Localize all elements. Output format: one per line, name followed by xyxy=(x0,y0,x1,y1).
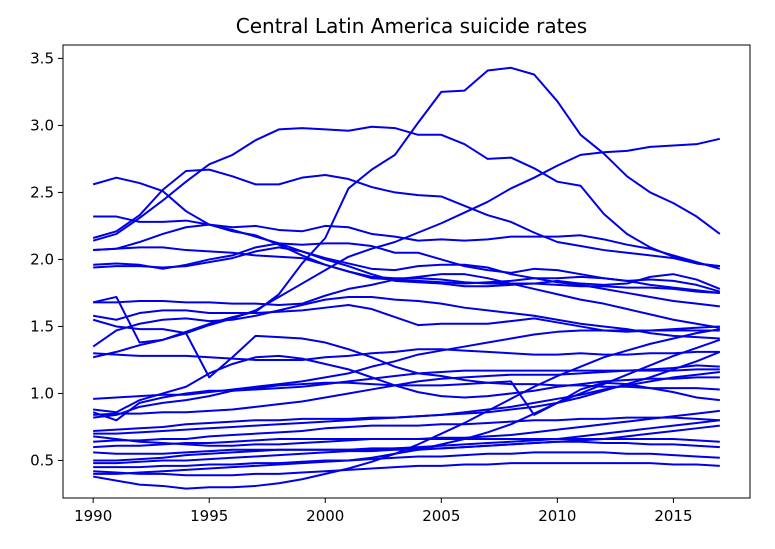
y-tick-label-1.5: 1.5 xyxy=(30,317,54,335)
plot-frame xyxy=(62,44,751,499)
series-line-16 xyxy=(93,329,720,400)
y-tick-label-3.5: 3.5 xyxy=(30,49,54,67)
series-line-29 xyxy=(93,451,720,469)
series-line-22 xyxy=(93,371,720,435)
y-tick-label-3.0: 3.0 xyxy=(30,116,54,134)
series-line-4 xyxy=(93,215,721,270)
series-line-17 xyxy=(93,354,720,414)
x-tick-label-1990: 1990 xyxy=(74,507,112,525)
y-tick-label-2.5: 2.5 xyxy=(30,183,54,201)
series-layer xyxy=(92,66,721,490)
x-tick-label-2005: 2005 xyxy=(422,507,460,525)
series-line-19 xyxy=(93,364,720,416)
series-line-3 xyxy=(92,125,720,268)
chart-title: Central Latin America suicide rates xyxy=(236,14,587,38)
series-line-12 xyxy=(92,137,721,335)
x-tick-label-2010: 2010 xyxy=(538,507,576,525)
axes-layer: 1990 1995 2000 2005 2010 2015 0.5 1.0 1.5 2.0 2.5 3… xyxy=(30,44,751,525)
series-line-10 xyxy=(93,273,721,329)
series-line-1 xyxy=(92,176,720,294)
y-tick-label-1.0: 1.0 xyxy=(30,384,54,402)
series-line-32 xyxy=(93,462,720,477)
x-tick-label-1995: 1995 xyxy=(190,507,228,525)
series-line-27 xyxy=(93,419,720,462)
y-tick-label-2.0: 2.0 xyxy=(30,250,54,268)
series-line-8 xyxy=(93,246,720,308)
x-tick-label-2000: 2000 xyxy=(306,507,344,525)
series-line-24 xyxy=(93,416,720,443)
series-line-2 xyxy=(92,168,720,268)
series-line-13 xyxy=(92,295,720,348)
series-line-6 xyxy=(93,246,721,293)
y-tick-label-0.5: 0.5 xyxy=(30,451,54,469)
series-line-21 xyxy=(93,350,721,432)
series-line-7 xyxy=(93,242,720,294)
x-tick-label-2015: 2015 xyxy=(654,507,692,525)
series-line-30 xyxy=(93,338,721,475)
series-line-20 xyxy=(93,380,720,419)
series-line-25 xyxy=(93,438,720,449)
series-line-31 xyxy=(92,328,721,490)
series-line-9 xyxy=(92,66,721,344)
